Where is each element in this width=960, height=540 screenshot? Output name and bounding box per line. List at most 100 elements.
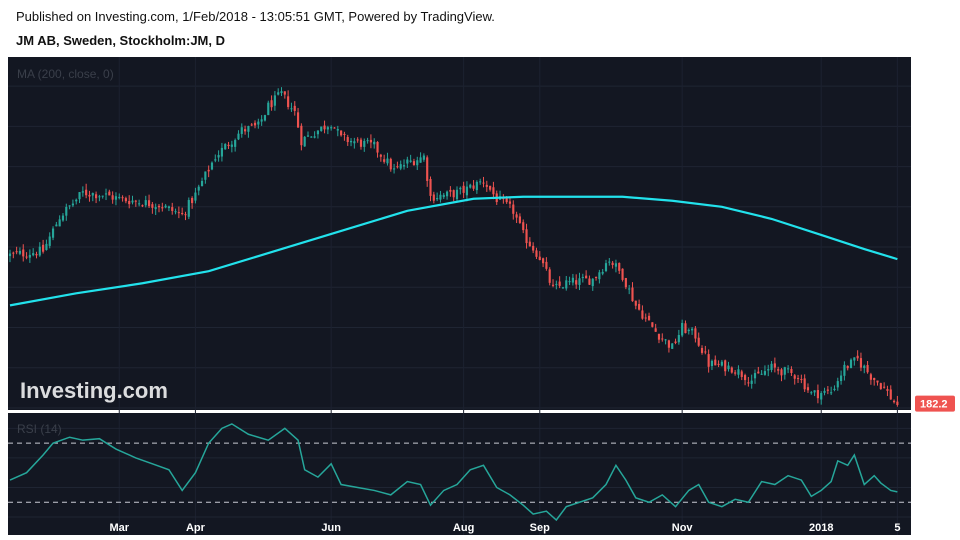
candle-body xyxy=(740,371,743,377)
symbol-title: JM AB, Sweden, Stockholm:JM, D xyxy=(16,33,225,48)
candle-body xyxy=(326,127,329,130)
candle-body xyxy=(383,159,386,162)
candle-body xyxy=(273,95,276,106)
rsi-tick-label-1: 40 xyxy=(920,482,932,494)
candle-body xyxy=(167,206,171,209)
price-tick-label-3: 240.0 xyxy=(920,282,948,294)
candle-body xyxy=(601,271,604,274)
candle-body xyxy=(836,381,839,388)
price-tick-label-1: 200.0 xyxy=(920,363,948,375)
candle-body xyxy=(691,328,694,331)
candle-body xyxy=(313,136,316,138)
candle-body xyxy=(250,124,253,126)
candle-body xyxy=(42,244,45,252)
candle-body xyxy=(15,251,18,253)
candle-body xyxy=(253,122,257,126)
candle-body xyxy=(452,190,455,198)
candle-body xyxy=(770,363,773,370)
candle-body xyxy=(790,369,793,373)
candle-body xyxy=(873,377,876,381)
candle-body xyxy=(71,203,74,206)
candle-body xyxy=(230,144,233,147)
candle-body xyxy=(734,372,737,374)
candle-body xyxy=(515,214,518,218)
candle-body xyxy=(48,236,51,246)
candle-body xyxy=(750,380,753,384)
candle-body xyxy=(379,154,382,157)
rsi-indicator-label[interactable]: RSI (14) xyxy=(17,422,62,436)
x-tick-label-2: Jun xyxy=(321,522,341,534)
candle-body xyxy=(604,263,608,272)
publish-info: Published on Investing.com, 1/Feb/2018 -… xyxy=(16,9,495,24)
candle-body xyxy=(449,189,452,192)
candle-body xyxy=(591,278,594,287)
candle-body xyxy=(204,171,207,180)
candle-body xyxy=(522,222,525,231)
candle-body xyxy=(65,206,68,216)
candle-body xyxy=(528,241,531,247)
candle-body xyxy=(710,360,714,367)
candle-body xyxy=(654,328,657,332)
rsi-y-axis: 20 40 60 80 xyxy=(920,423,932,524)
candle-body xyxy=(866,365,869,373)
candle-body xyxy=(287,96,290,108)
candle-body xyxy=(353,141,356,144)
candle-body xyxy=(177,212,180,214)
candle-body xyxy=(634,300,637,306)
candle-body xyxy=(191,198,194,204)
ma-200-line xyxy=(9,195,898,307)
x-tick-label-0: Mar xyxy=(109,522,129,534)
candle-body xyxy=(505,198,508,203)
candle-body xyxy=(280,91,283,94)
candle-body xyxy=(747,382,750,384)
candle-body xyxy=(101,195,104,197)
candle-body xyxy=(290,108,293,110)
candle-body xyxy=(283,91,286,95)
candle-body xyxy=(293,105,296,111)
candle-body xyxy=(138,203,141,205)
candle-body xyxy=(535,250,538,257)
candle-body xyxy=(724,360,727,372)
candle-body xyxy=(459,187,462,190)
candle-body xyxy=(687,329,690,332)
candle-body xyxy=(813,390,816,393)
candle-body xyxy=(806,387,810,391)
candle-body xyxy=(720,361,723,366)
candle-body xyxy=(429,179,432,196)
candle-body xyxy=(803,378,806,390)
candle-body xyxy=(883,386,886,388)
candle-body xyxy=(876,380,879,383)
candle-body xyxy=(753,373,757,379)
candle-body xyxy=(638,304,641,310)
price-tick-label-2: 220.0 xyxy=(920,323,948,335)
candle-body xyxy=(886,389,889,391)
candle-body xyxy=(124,198,127,202)
candle-body xyxy=(651,322,654,327)
candle-body xyxy=(571,277,574,283)
candle-body xyxy=(482,182,485,184)
candle-body xyxy=(896,401,899,405)
candle-body xyxy=(489,185,492,190)
candle-body xyxy=(349,140,353,143)
candle-body xyxy=(267,102,270,116)
candle-body xyxy=(856,355,859,359)
candle-body xyxy=(366,140,369,142)
candle-body xyxy=(396,166,399,168)
candle-body xyxy=(409,160,412,162)
rsi-level-lines xyxy=(8,442,911,503)
candle-body xyxy=(303,136,306,147)
candle-body xyxy=(555,283,558,285)
candle-body xyxy=(542,258,545,264)
candle-body xyxy=(644,317,647,319)
candle-body xyxy=(227,144,230,147)
ma-indicator-label[interactable]: MA (200, close, 0) xyxy=(17,67,114,81)
candle-body xyxy=(217,155,220,158)
candle-body xyxy=(320,126,323,131)
candle-body xyxy=(277,92,280,95)
candlestick-series xyxy=(8,87,899,407)
price-y-axis: 180.0200.0220.0240.0260.0280.0300.0320.0… xyxy=(920,81,948,415)
candle-body xyxy=(879,383,882,390)
candle-body xyxy=(820,393,823,400)
candle-body xyxy=(707,354,710,367)
